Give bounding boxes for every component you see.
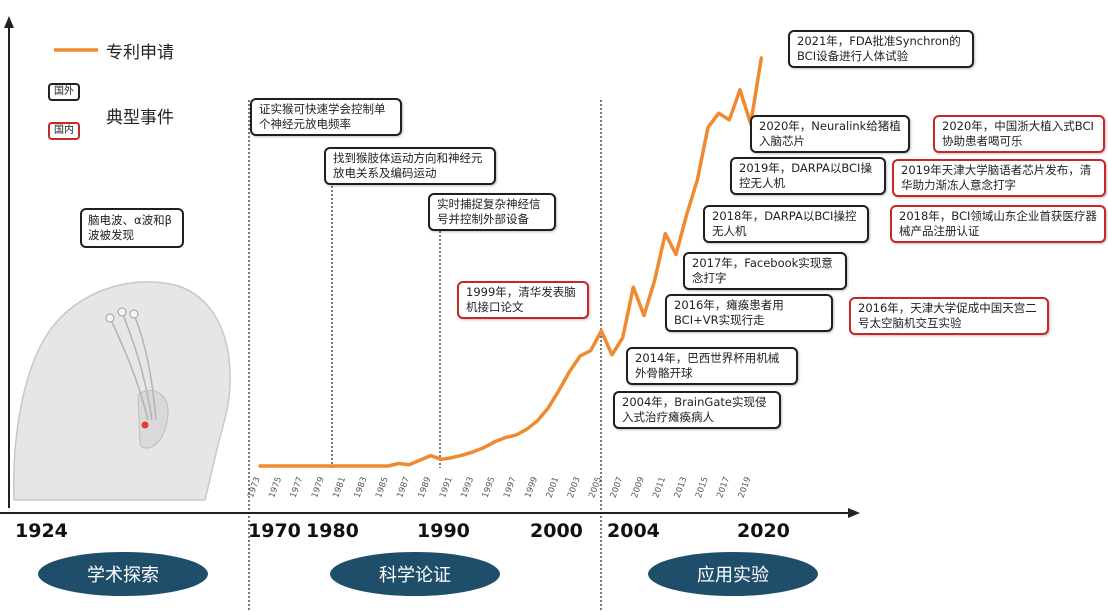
event-card: 找到猴肢体运动方向和神经元放电关系及编码运动: [324, 147, 496, 185]
x-tick-label: 1997: [502, 476, 519, 500]
series-group: [258, 56, 764, 468]
x-tick-label: 1973: [246, 476, 263, 500]
x-tick-label: 1993: [459, 476, 476, 500]
event-card: 2020年，Neuralink给猪植入脑芯片: [750, 115, 910, 153]
x-tick-label: 1999: [523, 476, 540, 500]
event-card: 2016年，瘫痪患者用BCI+VR实现行走: [665, 294, 833, 332]
electrode-wire-1: [109, 317, 149, 421]
electrode-1: [105, 313, 115, 323]
era-label-2020: 2020: [737, 520, 790, 542]
series-line-patents: [258, 56, 764, 468]
x-tick-label: 1987: [395, 476, 412, 500]
event-card: 2021年，FDA批准Synchron的BCI设备进行人体试验: [788, 30, 974, 68]
x-tick-labels: 1973 1975 1977 1979 1981 1983 1985 1987 1989 1991…: [246, 476, 753, 500]
x-tick-label: 2003: [566, 476, 583, 500]
event-card: 2017年，Facebook实现意念打字: [683, 252, 847, 290]
x-tick-label: 2015: [694, 476, 711, 500]
event-card: 2019年天津大学脑语者芯片发布，清华助力渐冻人意念打字: [892, 159, 1106, 197]
era-label-2000: 2000: [530, 520, 583, 542]
event-card: 2019年，DARPA以BCI操控无人机: [730, 157, 886, 195]
electrode-2: [117, 307, 127, 317]
x-tick-label: 2017: [715, 476, 732, 500]
phase-academic-exploration: 学术探索: [38, 552, 208, 596]
era-label-2004: 2004: [607, 520, 660, 542]
x-tick-label: 1995: [481, 476, 498, 500]
x-tick-label: 2013: [673, 476, 690, 500]
x-tick-label: 1985: [374, 476, 391, 500]
legend-events-label: 典型事件: [106, 108, 174, 128]
era-label-1970: 1970: [248, 520, 301, 542]
x-tick-label: 1975: [267, 476, 284, 500]
x-tick-label: 1991: [438, 476, 455, 500]
event-card: 2020年，中国浙大植入式BCI协助患者喝可乐: [933, 115, 1105, 153]
event-card: 2014年，巴西世界杯用机械外骨骼开球: [626, 347, 798, 385]
x-tick-label: 1983: [353, 476, 370, 500]
event-card: 1999年，清华发表脑机接口论文: [457, 281, 589, 319]
event-card: 2018年，DARPA以BCI操控无人机: [703, 205, 869, 243]
x-tick-label: 2011: [651, 476, 668, 500]
x-tick-label: 2007: [609, 476, 626, 500]
legend-series-line: [54, 48, 98, 52]
x-tick-label: 1981: [331, 476, 348, 500]
legend-domestic-box: 国内: [48, 122, 80, 140]
phase-application-experiment: 应用实验: [648, 552, 818, 596]
implant-dot: [141, 421, 149, 429]
event-card: 证实猴可快速学会控制单个神经元放电频率: [250, 98, 402, 136]
electrode-wire-3: [133, 313, 157, 421]
electrode-wire-2: [121, 311, 153, 421]
legend-series-label: 专利申请: [106, 43, 174, 63]
x-tick-label: 2001: [545, 476, 562, 500]
x-tick-label: 2009: [630, 476, 647, 500]
head-illustration: [13, 281, 231, 501]
event-card: 实时捕捉复杂神经信号并控制外部设备: [428, 193, 556, 231]
x-tick-label: 1977: [289, 476, 306, 500]
x-tick-label: 1979: [310, 476, 327, 500]
era-label-1924: 1924: [15, 520, 68, 542]
head-outline: [13, 281, 231, 501]
x-tick-label: 2019: [737, 476, 754, 500]
era-label-1990: 1990: [417, 520, 470, 542]
legend-foreign-box: 国外: [48, 83, 80, 101]
event-card: 2018年，BCI领域山东企业首获医疗器械产品注册认证: [890, 205, 1106, 243]
phase-scientific-validation: 科学论证: [330, 552, 500, 596]
brain-wave-note: 脑电波、α波和β波被发现: [80, 208, 184, 248]
x-axis-arrow: [848, 508, 860, 518]
event-card: 2004年，BrainGate实现侵入式治疗瘫痪病人: [613, 391, 781, 429]
chart-axes: [0, 16, 860, 612]
era-label-1980: 1980: [306, 520, 359, 542]
ear: [137, 390, 169, 449]
x-tick-label: 2005: [587, 476, 604, 500]
event-card: 2016年，天津大学促成中国天宫二号太空脑机交互实验: [849, 297, 1049, 335]
electrode-3: [129, 309, 139, 319]
x-tick-label: 1989: [417, 476, 434, 500]
y-axis-arrow: [4, 16, 14, 28]
